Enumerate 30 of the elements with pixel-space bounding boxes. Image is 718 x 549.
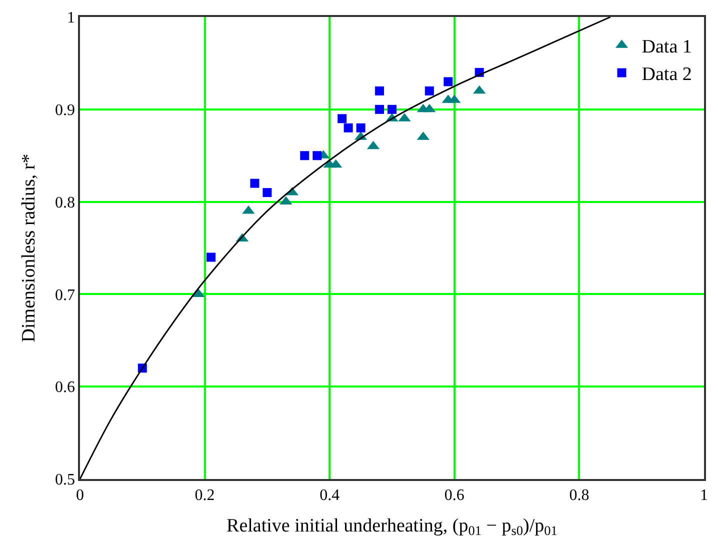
point [300,151,310,160]
point [375,86,384,96]
y-tick-label: 0.6 [55,379,76,396]
y-tick-label: 0.8 [55,194,76,212]
line-series [80,17,612,479]
x-tick-label: 0.4 [320,486,340,504]
y-tick-label: 0.7 [55,286,76,304]
x-tick-label: 0 [76,486,84,504]
point [338,114,347,124]
point [375,104,384,114]
x-axis-title: Relative initial underheating, (p$_{01}$ − p$_{s0}$)/p$_{01}$ [226,515,558,538]
x-tick-label: 0.2 [194,486,215,504]
x-tick-label: 1 [700,486,708,504]
point [356,123,366,132]
point [388,104,396,114]
y-tick-label: 0.5 [55,472,76,489]
legend-label: Data 1 [642,36,692,58]
point [206,252,216,262]
point [344,123,353,132]
point [262,188,272,198]
legend-label: Data 2 [642,64,692,86]
point [250,178,260,188]
y-axis-title: Dimensionless radius, r* [18,154,40,342]
point [424,86,434,96]
y-tick-label: 0.9 [55,102,76,119]
point [312,151,322,160]
point [444,77,453,86]
x-tick-label: 0.8 [569,486,590,504]
y-tick-label: 1 [67,10,76,27]
x-tick-label: 0.6 [444,486,464,504]
